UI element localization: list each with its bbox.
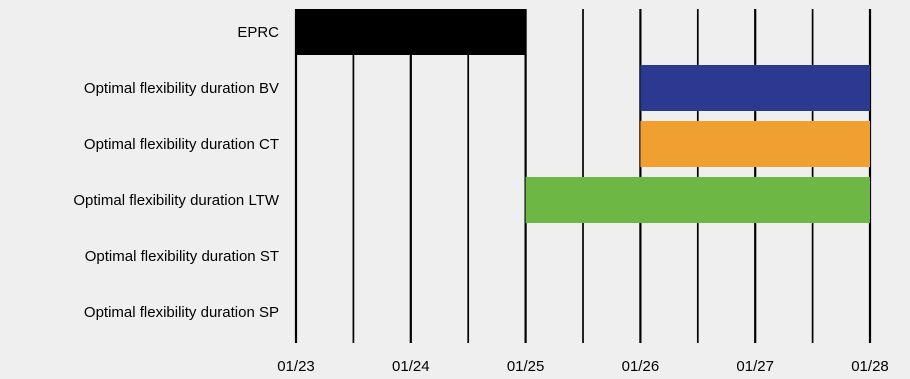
row-label: Optimal flexibility duration SP [84,304,279,321]
x-tick-label: 01/24 [392,358,430,375]
bar-optimal-flexibility-duration-ltw [525,177,870,223]
x-tick-label: 01/28 [851,358,889,375]
bar-layer [296,9,870,223]
x-tick-label: 01/25 [507,358,545,375]
row-label: Optimal flexibility duration LTW [73,192,279,209]
row-label-layer: EPRC Optimal flexibility duration BV Optim… [73,24,279,321]
bar-optimal-flexibility-duration-ct [640,121,870,167]
row-label: Optimal flexibility duration BV [84,80,279,97]
bar-optimal-flexibility-duration-bv [640,65,870,111]
tick-label-layer: 01/23 01/24 01/25 01/26 01/27 01/28 [277,358,889,375]
x-tick-label: 01/23 [277,358,315,375]
row-label: Optimal flexibility duration ST [85,248,279,265]
row-label: Optimal flexibility duration CT [84,136,279,153]
row-label: EPRC [237,24,279,41]
x-tick-label: 01/27 [736,358,774,375]
x-tick-label: 01/26 [622,358,660,375]
bar-eprc [296,9,526,55]
grid-layer [294,9,872,343]
